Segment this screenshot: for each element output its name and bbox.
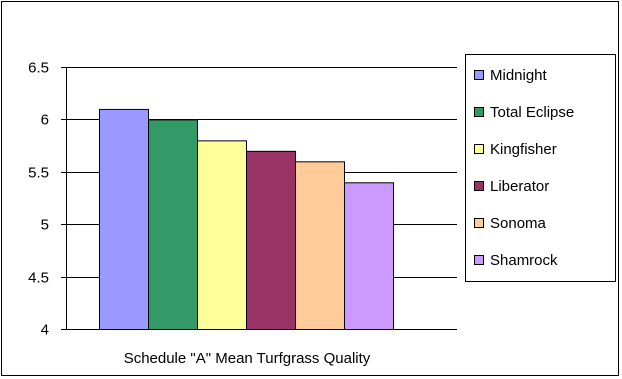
legend-swatch <box>474 107 484 117</box>
legend-swatch <box>474 144 484 154</box>
y-tick-label: 5.5 <box>28 165 49 182</box>
legend-swatch <box>474 70 484 80</box>
y-tick-label: 4 <box>41 322 49 339</box>
y-tick-label: 5 <box>41 217 49 234</box>
legend-item: Kingfisher <box>474 140 557 158</box>
legend-label: Shamrock <box>490 251 558 269</box>
legend-item: Midnight <box>474 66 547 84</box>
legend-label: Liberator <box>490 177 550 195</box>
bars <box>99 108 394 331</box>
bar-shamrock <box>344 182 394 330</box>
x-axis-title: Schedule "A" Mean Turfgrass Quality <box>124 350 371 367</box>
legend-swatch <box>474 218 484 228</box>
legend-label: Midnight <box>490 66 547 84</box>
bar-sonoma <box>295 161 345 330</box>
bar-midnight <box>99 108 149 330</box>
legend-label: Kingfisher <box>490 140 557 158</box>
legend-label: Sonoma <box>490 214 546 232</box>
legend-swatch <box>474 255 484 265</box>
legend-item: Shamrock <box>474 251 558 269</box>
y-tick-label: 6 <box>41 112 49 129</box>
axes <box>66 67 457 330</box>
y-tick-label: 6.5 <box>28 60 49 77</box>
legend-item: Liberator <box>474 177 549 195</box>
bar-total-eclipse <box>148 119 198 331</box>
legend-swatch <box>474 181 484 191</box>
bar-kingfisher <box>197 140 247 330</box>
y-ticks: 4 4.5 5 5.5 6 6.5 <box>28 60 66 339</box>
bar-liberator <box>246 150 296 330</box>
legend-label: Total Eclipse <box>490 103 575 121</box>
legend-item: Total Eclipse <box>474 103 574 121</box>
y-tick-label: 4.5 <box>28 270 49 287</box>
legend-item: Sonoma <box>474 214 546 232</box>
legend: Midnight Total Eclipse Kingfisher Liberator… <box>465 54 616 282</box>
